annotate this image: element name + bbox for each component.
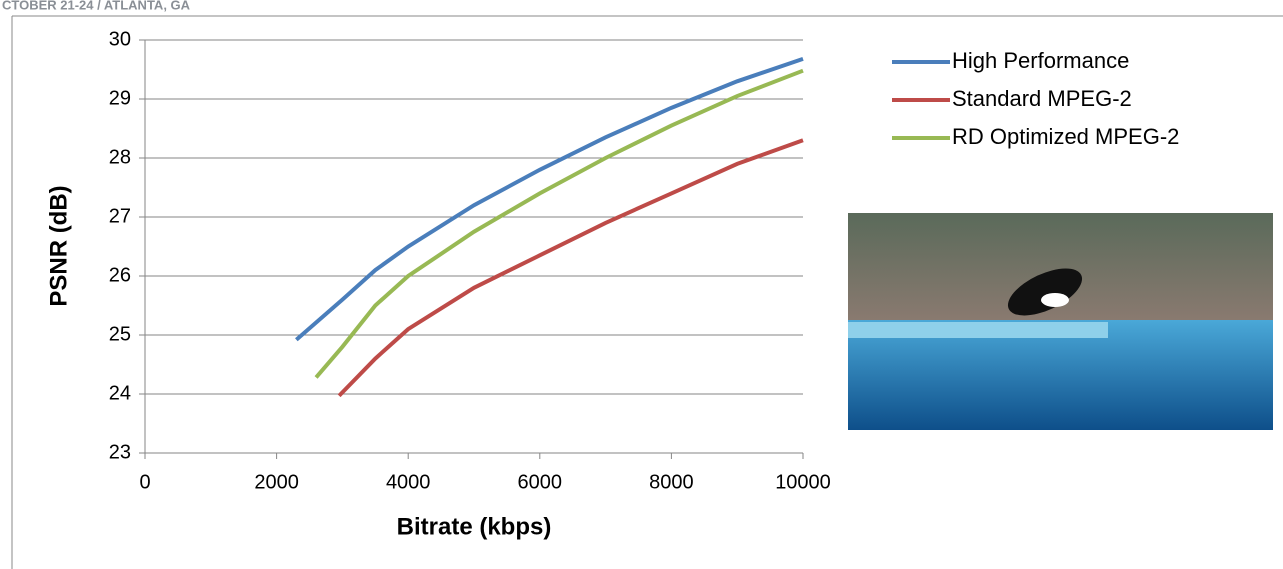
y-tick-label: 28 [109, 146, 131, 168]
y-axis-label: PSNR (dB) [45, 185, 72, 306]
y-tick-label: 23 [109, 441, 131, 463]
y-tick-label: 27 [109, 205, 131, 227]
series-line [316, 71, 803, 378]
x-tick-label: 6000 [518, 471, 563, 493]
legend-label: RD Optimized MPEG-2 [952, 124, 1179, 149]
x-tick-label: 2000 [254, 471, 299, 493]
y-tick-label: 30 [109, 28, 131, 50]
header: CTOBER 21-24 / ATLANTA, GA [2, 0, 191, 12]
y-tick-label: 29 [109, 87, 131, 109]
x-tick-label: 10000 [775, 471, 831, 493]
x-tick-label: 8000 [649, 471, 694, 493]
y-tick-label: 25 [109, 323, 131, 345]
chart: CTOBER 21-24 / ATLANTA, GA PSNR (dB) Bit… [0, 0, 1283, 569]
y-tick-label: 26 [109, 264, 131, 286]
page: CTOBER 21-24 / ATLANTA, GA PSNR (dB) Bit… [0, 0, 1283, 569]
legend-label: High Performance [952, 48, 1129, 73]
legend-label: Standard MPEG-2 [952, 86, 1132, 111]
photo [848, 213, 1273, 430]
x-tick-label: 0 [139, 471, 150, 493]
y-tick-label: 24 [109, 382, 131, 404]
x-axis-label: Bitrate (kbps) [397, 513, 552, 540]
x-tick-label: 4000 [386, 471, 431, 493]
